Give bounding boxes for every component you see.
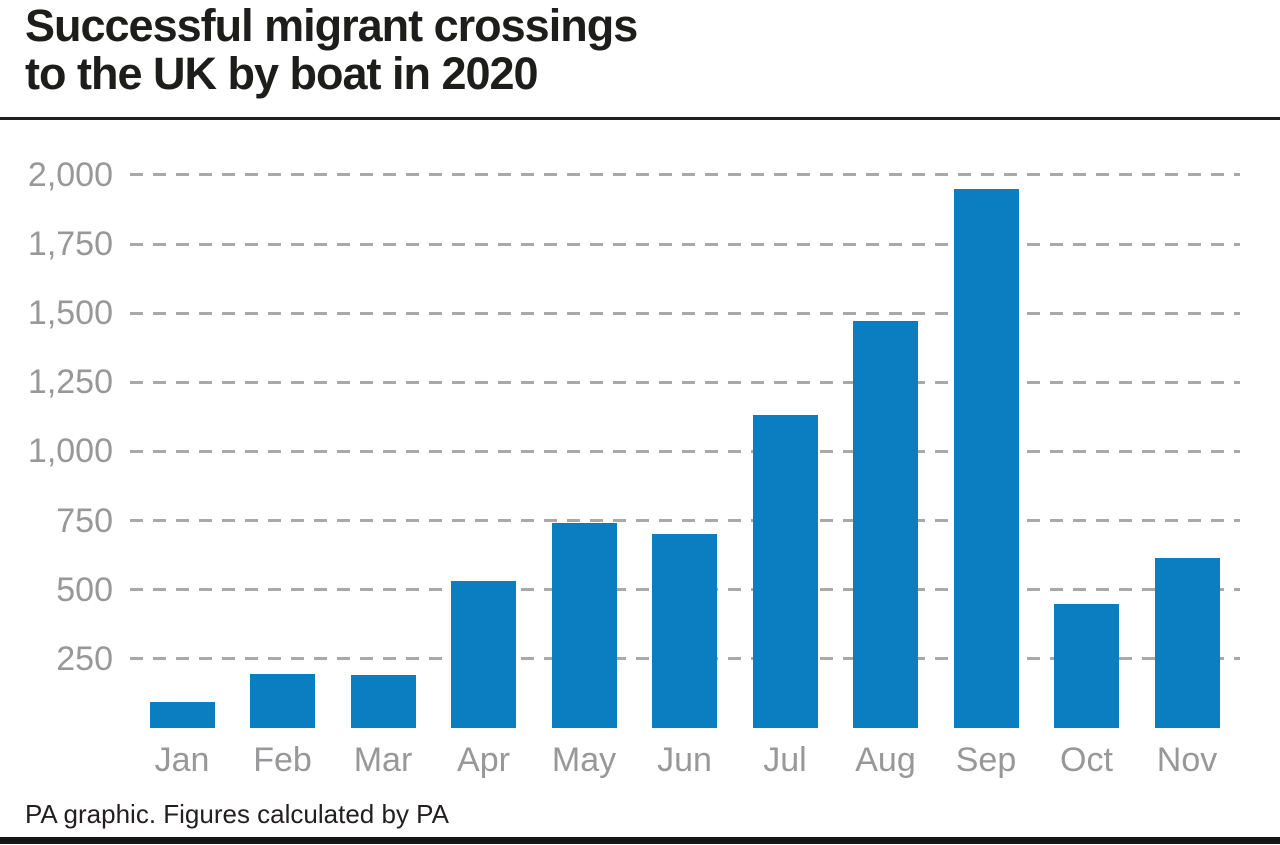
bar-oct <box>1054 603 1119 728</box>
x-axis-tick-label: May <box>551 741 617 779</box>
bar-nov <box>1154 557 1220 728</box>
x-axis-tick-label: Jan <box>154 741 210 779</box>
chart-title-line2: to the UK by boat in 2020 <box>25 48 539 99</box>
bar-aug <box>853 321 918 728</box>
x-axis-tick-label: Oct <box>1060 741 1113 779</box>
y-axis-tick-label: 1,750 <box>27 225 113 264</box>
bar-mar <box>350 675 416 728</box>
gridline-1750 <box>130 242 1240 246</box>
y-axis-tick-label: 250 <box>56 639 113 678</box>
gridline-2000 <box>130 173 1240 177</box>
y-axis-tick-label: 750 <box>56 501 113 540</box>
x-axis-tick-label: Apr <box>457 741 510 779</box>
x-axis-tick-label: Jul <box>763 741 807 779</box>
x-axis-tick-label: Aug <box>855 741 916 779</box>
y-axis-tick-label: 1,500 <box>27 294 113 333</box>
gridline-1250 <box>130 380 1240 384</box>
bar-sep <box>953 188 1019 728</box>
x-axis-tick-label: Jun <box>657 741 712 779</box>
bar-jun <box>652 534 717 728</box>
x-axis-tick-label: Mar <box>353 741 413 779</box>
y-axis-tick-label: 1,250 <box>27 363 113 402</box>
bar-jan <box>149 701 215 728</box>
gridline-750 <box>130 519 1240 523</box>
bar-may <box>551 523 617 728</box>
gridline-1500 <box>130 311 1240 315</box>
x-axis-tick-label: Nov <box>1156 741 1218 779</box>
bottom-rule <box>0 837 1280 844</box>
bar-feb <box>250 674 315 728</box>
y-axis-tick-label: 500 <box>56 570 113 609</box>
source-credit: PA graphic. Figures calculated by PA <box>25 799 449 829</box>
x-axis-tick-label: Feb <box>253 741 312 779</box>
y-axis-tick-label: 2,000 <box>27 155 113 194</box>
bar-apr <box>451 581 516 728</box>
title-divider-rule <box>0 117 1280 120</box>
y-axis-tick-label: 1,000 <box>27 432 113 471</box>
x-axis-tick-label: Sep <box>955 741 1017 779</box>
bar-jul <box>752 415 818 728</box>
chart-title-line1: Successful migrant crossings <box>25 0 638 51</box>
chart-title: Successful migrant crossings to the UK by… <box>25 0 638 99</box>
gridline-1000 <box>130 449 1240 453</box>
